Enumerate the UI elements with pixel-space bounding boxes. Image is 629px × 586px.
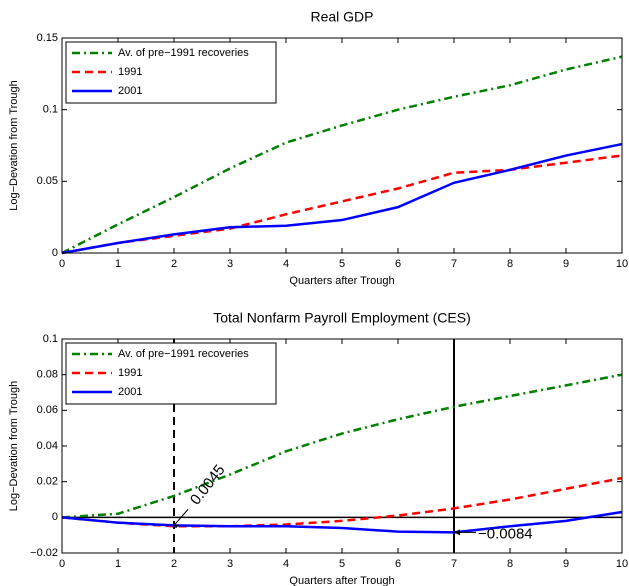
x-tick-label: 6 (395, 558, 401, 570)
legend-label: Av. of pre−1991 recoveries (118, 348, 249, 360)
data-line (61, 55, 623, 255)
legend-label: 1991 (118, 367, 142, 379)
x-tick-label: 4 (283, 258, 289, 270)
x-tick-label: 5 (339, 258, 345, 270)
x-tick-label: 7 (451, 258, 457, 270)
plot-frame (61, 338, 623, 554)
y-tick-label: 0.02 (37, 476, 58, 488)
x-tick-label: 6 (395, 258, 401, 270)
y-axis-label: Log−Devation from Trough (8, 381, 20, 512)
legend-label: Av. of pre−1991 recoveries (118, 47, 249, 59)
x-tick-label: 7 (451, 558, 457, 570)
y-tick-label: 0 (52, 247, 58, 259)
chart-title: Real GDP (310, 9, 373, 25)
x-axis-label: Quarters after Trough (289, 575, 394, 586)
plot-frame (61, 37, 623, 254)
y-tick-label: 0.1 (43, 104, 58, 116)
legend-label: 2001 (118, 386, 142, 398)
y-axis-label: Log−Devation from Trough (8, 80, 20, 211)
x-tick-label: 8 (507, 558, 513, 570)
x-tick-label: 2 (171, 558, 177, 570)
x-tick-label: 9 (563, 558, 569, 570)
x-axis-label: Quarters after Trough (289, 275, 394, 287)
x-tick-label: 0 (59, 558, 65, 570)
legend-label: 1991 (118, 66, 142, 78)
x-tick-label: 1 (115, 258, 121, 270)
x-tick-label: 3 (227, 258, 233, 270)
y-tick-label: 0.04 (37, 440, 58, 452)
x-tick-label: 0 (59, 258, 65, 270)
legend: Av. of pre−1991 recoveries 1991 2001 (65, 41, 277, 104)
x-tick-label: 10 (616, 258, 628, 270)
y-tick-label: 0.1 (43, 333, 58, 345)
x-tick-label: 1 (115, 558, 121, 570)
x-tick-label: 8 (507, 258, 513, 270)
chart-title: Total Nonfarm Payroll Employment (CES) (213, 310, 471, 326)
data-line (61, 476, 623, 528)
y-tick-label: −0.02 (30, 547, 58, 559)
y-tick-label: 0 (52, 511, 58, 523)
y-tick-label: 0.08 (37, 369, 58, 381)
x-tick-label: 3 (227, 558, 233, 570)
x-tick-label: 10 (616, 558, 628, 570)
annotation: −0.0084 (478, 525, 533, 542)
data-line (61, 373, 623, 519)
y-tick-label: 0.15 (37, 32, 58, 44)
x-tick-label: 4 (283, 558, 289, 570)
y-tick-label: 0.05 (37, 175, 58, 187)
annotation-arrowhead (454, 529, 460, 536)
legend: Av. of pre−1991 recoveries 1991 2001 (65, 342, 277, 405)
x-tick-label: 2 (171, 258, 177, 270)
legend-label: 2001 (118, 85, 142, 97)
annotation-arrow (173, 509, 189, 526)
annotation-arrowhead (174, 524, 179, 529)
data-line (61, 142, 623, 255)
x-tick-label: 9 (563, 258, 569, 270)
y-tick-label: 0.06 (37, 404, 58, 416)
x-tick-label: 5 (339, 558, 345, 570)
annotation: 0.0045 (187, 462, 229, 509)
data-line (61, 510, 623, 534)
